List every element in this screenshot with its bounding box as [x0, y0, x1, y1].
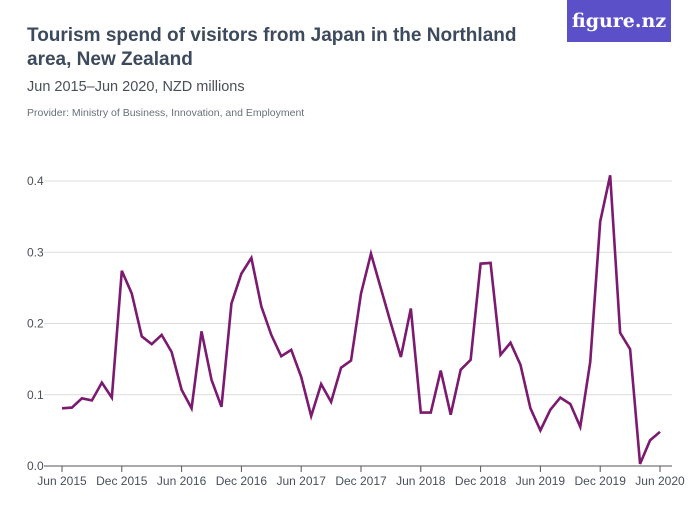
x-tick-label: Jun 2017 — [277, 474, 327, 488]
chart-title: Tourism spend of visitors from Japan in … — [27, 25, 517, 70]
x-tick-label: Dec 2016 — [216, 474, 268, 488]
logo-text: figure.nz — [571, 10, 667, 32]
x-tick-label: Jun 2019 — [516, 474, 566, 488]
x-tick-label: Dec 2017 — [335, 474, 387, 488]
provider-text: Provider: Ministry of Business, Innovati… — [27, 107, 305, 119]
x-tick-label: Jun 2020 — [635, 474, 685, 488]
y-tick-label: 0.0 — [27, 459, 44, 473]
x-tick-label: Dec 2019 — [575, 474, 627, 488]
figure-nz-logo[interactable]: figure.nz — [567, 0, 671, 42]
x-tick-label: Dec 2018 — [455, 474, 507, 488]
data-line — [61, 175, 661, 465]
y-tick-label: 0.2 — [27, 317, 44, 331]
chart-subtitle: Jun 2015–Jun 2020, NZD millions — [27, 79, 245, 95]
x-tick-label: Jun 2018 — [396, 474, 446, 488]
y-tick-label: 0.3 — [27, 245, 44, 259]
x-tick-label: Jun 2016 — [157, 474, 207, 488]
y-tick-label: 0.4 — [27, 174, 44, 188]
x-tick-label: Dec 2015 — [96, 474, 148, 488]
y-tick-label: 0.1 — [27, 388, 44, 402]
x-tick-label: Jun 2015 — [37, 474, 87, 488]
